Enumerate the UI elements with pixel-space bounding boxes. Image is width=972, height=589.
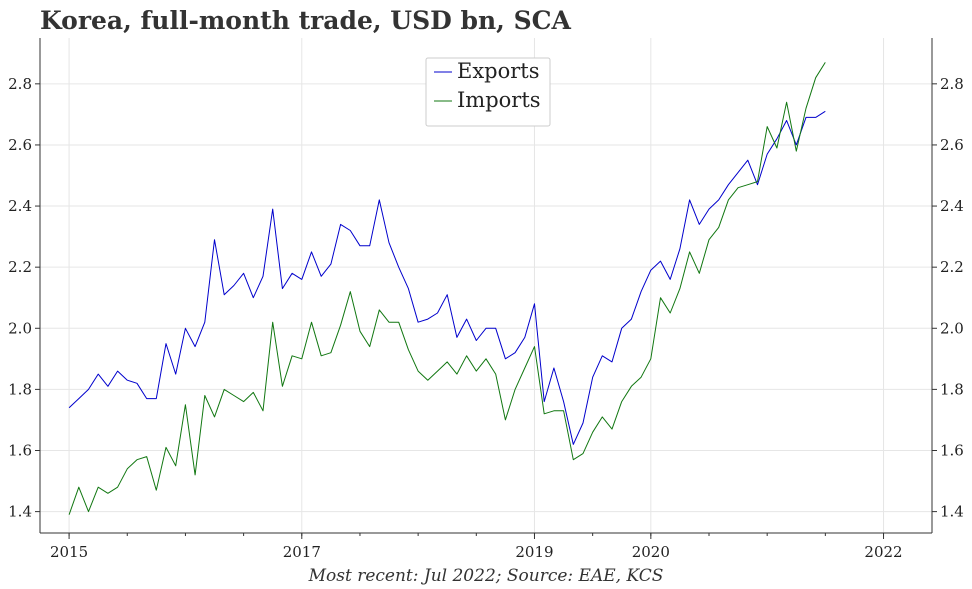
legend: Exports Imports xyxy=(425,57,551,127)
y-tick-label-right: 2.0 xyxy=(940,319,964,337)
x-tick-label: 2020 xyxy=(632,543,670,561)
x-tick-label: 2019 xyxy=(515,543,553,561)
series-line-imports xyxy=(68,62,826,515)
series-group xyxy=(68,62,826,515)
y-tick-label-right: 2.4 xyxy=(940,197,964,215)
y-tick-label-left: 2.4 xyxy=(8,197,32,215)
source-note: Most recent: Jul 2022; Source: EAE, KCS xyxy=(308,566,664,586)
y-tick-label-left: 1.6 xyxy=(8,442,32,460)
y-tick-label-right: 1.8 xyxy=(940,380,964,398)
y-tick-label-left: 2.2 xyxy=(8,258,32,276)
y-tick-label-right: 2.8 xyxy=(940,75,964,93)
series-line-exports xyxy=(68,110,826,445)
legend-label-imports: Imports xyxy=(457,88,541,112)
y-tick-label-right: 1.6 xyxy=(940,442,964,460)
x-tick-label: 2015 xyxy=(50,543,88,561)
y-tick-label-left: 2.0 xyxy=(8,319,32,337)
legend-label-exports: Exports xyxy=(457,59,540,83)
grid xyxy=(40,38,932,533)
axes: 1.4 1.4 1.6 1.6 1.8 1.8 2.0 2.0 2.2 2.2 2.4 2.4 2.6 2… xyxy=(8,38,964,561)
y-tick-label-right: 1.4 xyxy=(940,503,964,521)
y-tick-label-right: 2.2 xyxy=(940,258,964,276)
chart-title: Korea, full-month trade, USD bn, SCA xyxy=(40,6,571,35)
y-tick-label-left: 2.6 xyxy=(8,136,32,154)
x-tick-label: 2017 xyxy=(283,543,321,561)
legend-box xyxy=(425,57,551,127)
y-tick-label-right: 2.6 xyxy=(940,136,964,154)
y-tick-label-left: 1.8 xyxy=(8,380,32,398)
y-tick-label-left: 2.8 xyxy=(8,75,32,93)
x-tick-label: 2022 xyxy=(864,543,902,561)
y-tick-label-left: 1.4 xyxy=(8,503,32,521)
